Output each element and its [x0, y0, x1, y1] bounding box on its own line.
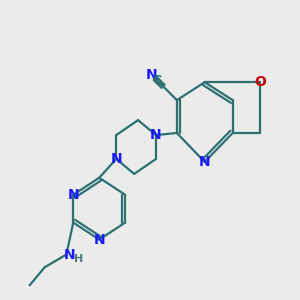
Text: N: N [110, 152, 122, 166]
Text: N: N [146, 68, 158, 82]
Text: N: N [64, 248, 75, 262]
Text: N: N [199, 155, 211, 169]
Text: O: O [254, 75, 266, 89]
Text: N: N [150, 128, 162, 142]
Text: N: N [68, 188, 79, 202]
Text: N: N [93, 232, 105, 247]
Text: C: C [153, 74, 162, 87]
Text: H: H [74, 254, 84, 264]
